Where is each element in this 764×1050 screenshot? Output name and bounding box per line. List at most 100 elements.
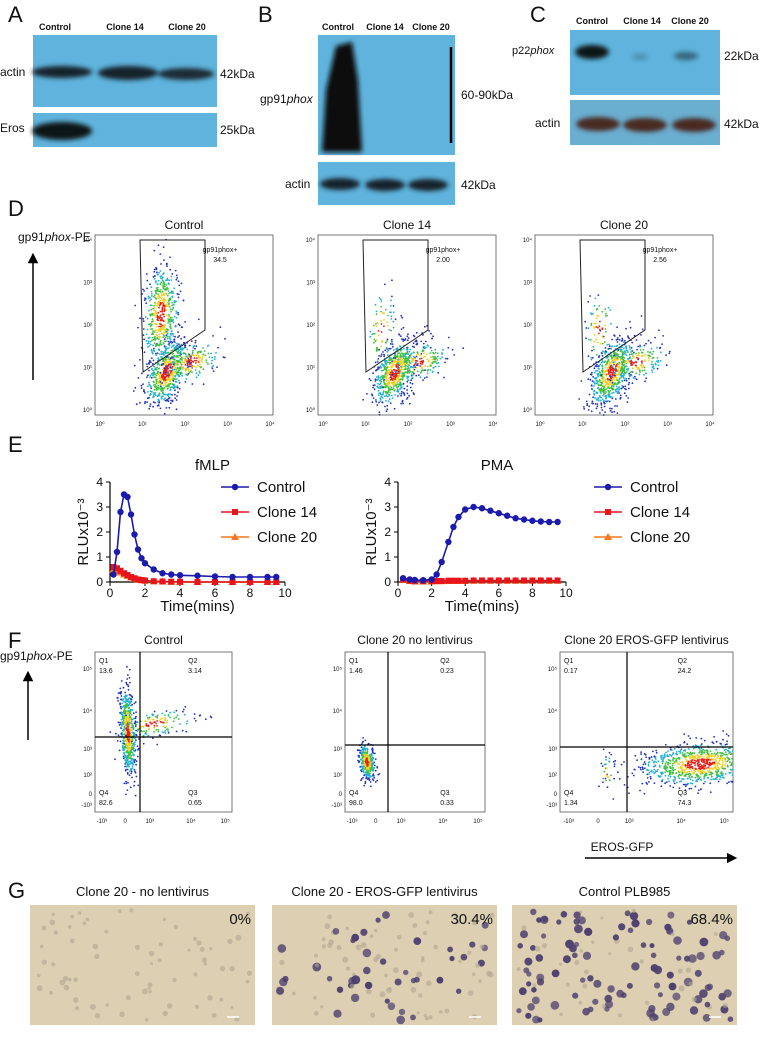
cell-dot [198,361,200,363]
cell-dot [625,345,627,347]
cell-dot [164,288,166,290]
cell-dot [645,756,647,758]
cell-dot [720,755,722,757]
cell-dot [126,717,128,719]
cell-dot [148,384,150,386]
marker [114,549,120,555]
cell-dot [157,283,159,285]
cell-dot [162,280,164,282]
cell-dot [641,783,643,785]
cell-dot [160,315,162,317]
cell-dot [124,766,126,768]
quadrant-name: Q4 [99,790,108,797]
cell-dot [124,728,126,730]
cell-dot [125,714,127,716]
cell-dot [202,353,204,355]
cell-dot [167,730,169,732]
cell-dot [378,375,380,377]
cell-dot [432,356,434,358]
x-tick-label: 10³ [397,819,406,825]
cell-dot [594,334,596,336]
cell-dot [170,357,172,359]
cell-dot [131,771,133,773]
cell-dot [619,378,621,380]
cell-dot [602,376,604,378]
cell-dot [703,778,705,780]
cell-dot [606,395,608,397]
cell-dot [648,360,650,362]
cell-dot [614,383,616,385]
cell-dot [156,271,158,273]
cell-dot [377,378,379,380]
cell-dot [156,379,158,381]
cell-dot [393,387,395,389]
cell-dot [365,781,367,783]
cell-dot [375,399,377,401]
marker [471,578,477,584]
cell-dot [718,781,720,783]
cell-dot [400,315,402,317]
cell-dot [610,355,612,357]
cell-dot [429,364,431,366]
cell-dot [161,302,163,304]
cell-dot [399,345,401,347]
cell-dot [678,767,680,769]
cell-dot [731,758,733,760]
cell-dot [163,288,165,290]
cell-dot [369,768,371,770]
cell-dot [412,371,414,373]
cell-dot [588,355,590,357]
cell-dot [153,305,155,307]
cell-dot [212,335,214,337]
marker [455,514,461,520]
cell-dot [383,319,385,321]
cell-dot [388,401,390,403]
cell-dot [672,787,674,789]
cell-dot [173,344,175,346]
cell-dot [628,374,630,376]
cell-dot [601,328,603,330]
cell-dot [697,792,699,794]
cell-dot [386,405,388,407]
cell-dot [122,747,124,749]
cell-dot [679,787,681,789]
cell-dot [167,336,169,338]
cell-dot [133,745,135,747]
cell-dot [109,731,111,733]
cell-dot [123,783,125,785]
cell-dot [392,397,394,399]
cell-dot [445,358,447,360]
cell-dot [400,335,402,337]
cell-dot [147,397,149,399]
cell-dot [388,387,390,389]
cell-dot [158,326,160,328]
cell-dot [661,343,663,345]
cell-dot [152,344,154,346]
cell-dot [410,366,412,368]
cell-dot [375,781,377,783]
cell-dot [362,399,364,401]
cell-dot [172,353,174,355]
cell-dot [426,376,428,378]
cell-dot [121,719,123,721]
cell-dot [165,732,167,734]
cell-dot [152,321,154,323]
cell-dot [160,292,162,294]
cell-dot [136,403,138,405]
cell-dot [133,703,135,705]
cell-dot [380,355,382,357]
cell-dot [621,764,623,766]
cell-dot [375,770,377,772]
cell-dot [723,753,725,755]
cell-dot [596,380,598,382]
cell-dot [157,399,159,401]
cell-dot [160,270,162,272]
x-tick-label: 10³ [223,422,232,428]
cell-dot [400,356,402,358]
cell-dot [694,752,696,754]
cell-dot [200,352,202,354]
cell-dot [724,749,726,751]
cell-dot [431,350,433,352]
cell-dot [134,738,136,740]
cell-dot [135,725,137,727]
